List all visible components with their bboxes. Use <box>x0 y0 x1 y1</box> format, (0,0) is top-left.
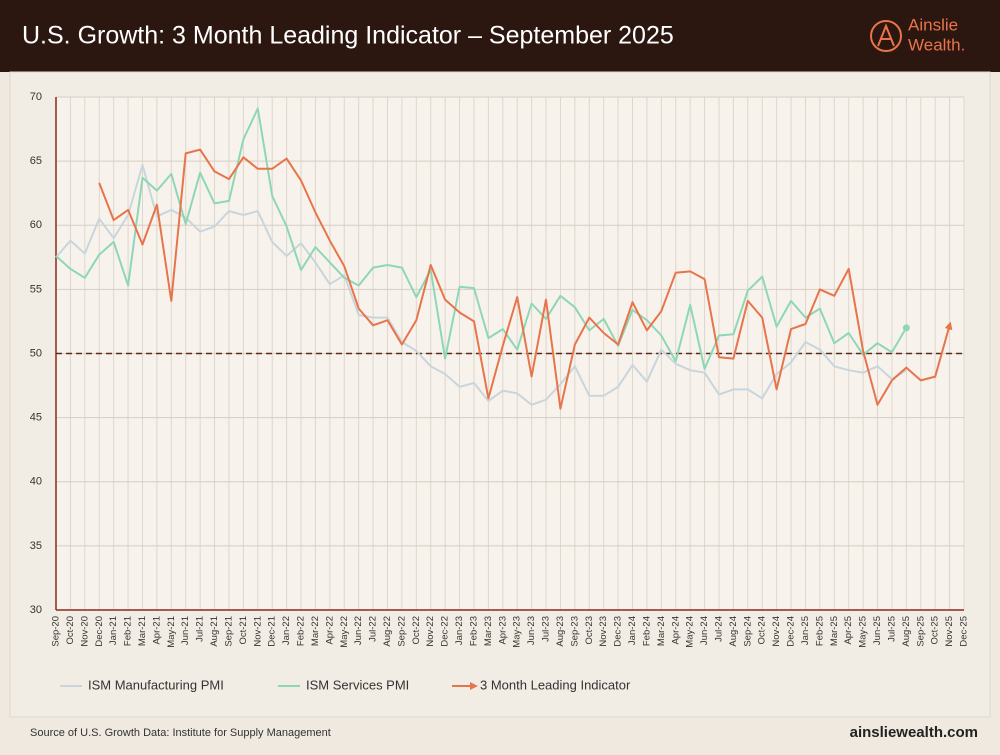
legend-label: ISM Services PMI <box>306 677 409 692</box>
y-tick-label: 30 <box>30 604 42 616</box>
x-tick-label: Apr-22 <box>324 616 335 645</box>
x-tick-label: Aug-22 <box>382 616 393 647</box>
y-tick-label: 50 <box>30 347 42 359</box>
x-tick-label: Dec-20 <box>94 616 105 647</box>
x-tick-label: Jul-23 <box>541 616 552 642</box>
x-tick-label: Dec-22 <box>440 616 451 647</box>
x-tick-label: Sep-23 <box>569 616 580 647</box>
brand-name: Wealth. <box>908 35 965 54</box>
x-tick-label: Dec-25 <box>959 616 970 647</box>
y-tick-label: 35 <box>30 540 42 552</box>
source-note: Source of U.S. Growth Data: Institute fo… <box>30 727 331 739</box>
x-tick-label: Mar-22 <box>310 616 321 646</box>
website: ainsliewealth.com <box>850 724 978 741</box>
y-tick-label: 70 <box>30 91 42 103</box>
x-tick-label: Oct-24 <box>757 616 768 645</box>
x-tick-label: Jul-25 <box>886 616 897 642</box>
x-tick-label: May-24 <box>685 616 696 648</box>
x-tick-label: Oct-20 <box>65 616 76 645</box>
x-tick-label: Sep-21 <box>223 616 234 647</box>
chart-title: U.S. Growth: 3 Month Leading Indicator –… <box>22 22 674 50</box>
x-tick-label: Jul-21 <box>195 616 206 642</box>
series-line <box>55 107 908 370</box>
x-tick-label: Apr-21 <box>151 616 162 645</box>
x-tick-label: Nov-21 <box>252 616 263 647</box>
header-bar <box>0 0 1000 72</box>
x-tick-label: Jul-22 <box>368 616 379 642</box>
y-tick-label: 60 <box>30 219 42 231</box>
x-tick-label: Jan-24 <box>627 616 638 645</box>
x-tick-label: Aug-23 <box>555 616 566 647</box>
x-tick-label: Jun-23 <box>526 616 537 645</box>
x-tick-label: Sep-22 <box>396 616 407 647</box>
x-tick-label: Jul-24 <box>713 616 724 642</box>
y-tick-label: 55 <box>30 283 42 295</box>
x-tick-label: Jun-24 <box>699 616 710 645</box>
x-tick-label: Jan-21 <box>108 616 119 645</box>
brand-name: Ainslie <box>908 15 958 34</box>
plot: 30 35 40 45 50 55 60 65 70 Sep-20 Oct-20 Nov-20 Dec-… <box>30 91 970 693</box>
x-tick-label: Nov-24 <box>771 616 782 647</box>
x-tick-label: Mar-24 <box>656 616 667 646</box>
x-tick-label: Jan-25 <box>800 616 811 645</box>
x-tick-label: Feb-24 <box>641 616 652 646</box>
x-tick-label: Sep-25 <box>915 616 926 647</box>
x-tick-label: Jun-25 <box>872 616 883 645</box>
x-tick-label: Oct-23 <box>584 616 595 645</box>
y-tick-label: 65 <box>30 155 42 167</box>
x-tick-label: Aug-24 <box>728 616 739 647</box>
x-tick-label: Feb-25 <box>814 616 825 646</box>
end-dot <box>902 324 910 332</box>
x-tick-label: May-21 <box>166 616 177 648</box>
y-tick-label: 45 <box>30 412 42 424</box>
x-tick-label: Apr-25 <box>843 616 854 645</box>
x-tick-label: Nov-20 <box>79 616 90 647</box>
series-line <box>98 148 953 410</box>
x-tick-label: Nov-23 <box>598 616 609 647</box>
x-tick-label: May-22 <box>339 616 350 648</box>
logo-glyph <box>877 23 895 47</box>
legend-label: 3 Month Leading Indicator <box>480 677 631 692</box>
x-tick-label: Oct-21 <box>238 616 249 645</box>
x-tick-label: Oct-22 <box>411 616 422 645</box>
series-line <box>55 164 907 406</box>
x-tick-label: Feb-22 <box>296 616 307 646</box>
x-tick-label: Aug-21 <box>209 616 220 647</box>
x-tick-label: Nov-25 <box>944 616 955 647</box>
x-tick-label: May-23 <box>512 616 523 648</box>
x-tick-label: Aug-25 <box>901 616 912 647</box>
y-tick-label: 40 <box>30 476 42 488</box>
x-tick-label: Mar-23 <box>483 616 494 646</box>
x-tick-label: Mar-25 <box>829 616 840 646</box>
x-tick-label: Nov-22 <box>425 616 436 647</box>
x-tick-label: Apr-23 <box>497 616 508 645</box>
x-tick-label: Apr-24 <box>670 616 681 645</box>
x-tick-label: Feb-21 <box>123 616 134 646</box>
x-tick-label: Jun-21 <box>180 616 191 645</box>
x-tick-label: Feb-23 <box>468 616 479 646</box>
x-tick-label: Jun-22 <box>353 616 364 645</box>
x-tick-label: Dec-24 <box>786 616 797 647</box>
legend-label: ISM Manufacturing PMI <box>88 677 224 692</box>
x-tick-label: Oct-25 <box>930 616 941 645</box>
x-tick-label: Mar-21 <box>137 616 148 646</box>
x-tick-label: Dec-21 <box>267 616 278 647</box>
logo-icon <box>870 20 902 52</box>
x-tick-label: Sep-20 <box>51 616 62 647</box>
x-tick-label: Dec-23 <box>613 616 624 647</box>
x-tick-label: Jan-23 <box>454 616 465 645</box>
x-tick-label: Sep-24 <box>742 616 753 647</box>
x-tick-label: May-25 <box>858 616 869 648</box>
x-tick-label: Jan-22 <box>281 616 292 645</box>
